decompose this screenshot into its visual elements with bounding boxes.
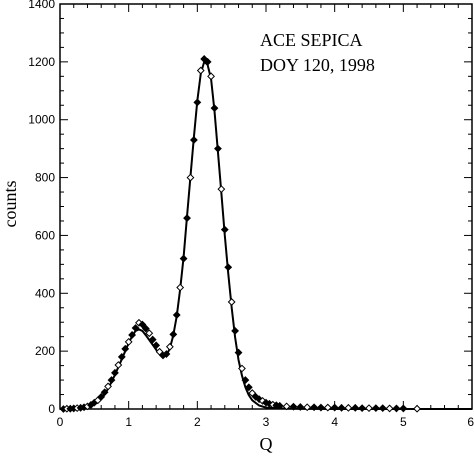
data-point: [117, 353, 126, 361]
x-tick-label: 0: [57, 415, 64, 429]
data-point: [141, 324, 150, 333]
x-tick-label: 3: [263, 415, 270, 429]
data-point: [111, 368, 119, 377]
data-point: [392, 404, 401, 413]
data-point: [183, 214, 191, 222]
data-point: [227, 298, 236, 306]
data-point: [365, 404, 373, 413]
data-point: [196, 66, 205, 75]
y-tick-label: 400: [35, 286, 55, 300]
x-tick-label: 4: [331, 415, 338, 429]
data-point: [337, 403, 346, 412]
data-point: [114, 361, 123, 369]
x-tick-label: 5: [400, 415, 407, 429]
data-point: [275, 401, 284, 410]
data-point: [238, 364, 246, 373]
data-point: [371, 404, 380, 413]
data-point: [162, 350, 171, 358]
data-point: [399, 404, 408, 413]
data-point: [296, 403, 305, 411]
data-point: [121, 344, 130, 353]
annotation-instrument: ACE SEPICA: [260, 30, 363, 50]
data-point: [155, 347, 164, 356]
data-point: [138, 320, 147, 329]
data-point: [189, 136, 198, 144]
data-point: [203, 57, 212, 66]
data-point: [282, 402, 291, 411]
annotation-date: DOY 120, 1998: [260, 55, 375, 75]
data-point: [351, 403, 360, 412]
data-point: [176, 283, 185, 292]
data-point: [131, 324, 140, 332]
y-axis-title: counts: [0, 181, 20, 228]
data-point: [193, 98, 202, 107]
x-tick-label: 6: [467, 415, 474, 429]
data-point: [104, 382, 112, 391]
y-tick-label: 0: [48, 402, 55, 416]
data-point: [310, 403, 318, 412]
y-tick-label: 1200: [28, 55, 55, 69]
data-point: [107, 376, 116, 384]
data-point: [217, 185, 226, 194]
y-tick-label: 600: [35, 228, 55, 242]
data-point: [169, 330, 178, 339]
x-axis-title: Q: [260, 434, 273, 454]
y-tick-label: 1000: [28, 113, 55, 127]
data-point: [241, 376, 250, 384]
data-point: [186, 173, 195, 182]
data-point: [234, 348, 243, 357]
y-tick-label: 800: [35, 171, 55, 185]
data-point: [378, 404, 387, 413]
data-point: [152, 341, 161, 350]
data-point: [231, 326, 240, 335]
data-point: [97, 392, 106, 401]
data-point: [323, 403, 332, 412]
data-point: [224, 263, 233, 272]
data-point: [385, 404, 394, 413]
data-point: [303, 403, 312, 412]
y-tick-label: 200: [35, 344, 55, 358]
data-point: [220, 225, 229, 234]
data-point: [179, 254, 188, 263]
data-point: [358, 404, 367, 413]
data-point: [165, 342, 174, 351]
data-point: [207, 72, 215, 81]
fit-line: [60, 60, 472, 410]
data-point: [148, 335, 157, 344]
data-point: [244, 383, 253, 392]
data-point: [214, 144, 222, 153]
data-point: [172, 311, 181, 319]
x-tick-label: 2: [194, 415, 201, 429]
data-point: [100, 388, 109, 397]
data-point: [413, 404, 421, 413]
data-point: [128, 331, 137, 339]
x-tick-label: 1: [125, 415, 132, 429]
data-point: [248, 389, 257, 397]
data-point: [317, 403, 325, 412]
data-point: [124, 337, 133, 346]
data-point: [145, 329, 154, 338]
data-point: [289, 402, 298, 411]
y-tick-label: 1400: [28, 0, 55, 11]
data-point: [210, 104, 219, 113]
data-point: [344, 403, 353, 412]
data-point: [330, 403, 339, 412]
